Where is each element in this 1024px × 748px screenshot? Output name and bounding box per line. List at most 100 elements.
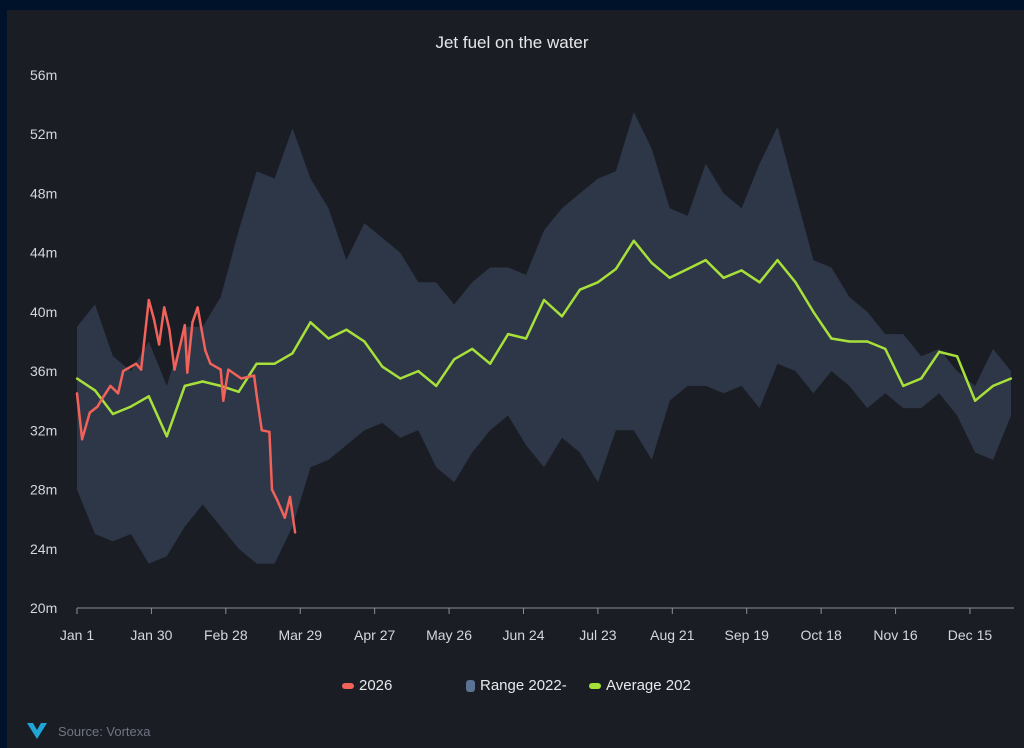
data-point-average	[399, 377, 402, 380]
data-point-2026	[260, 429, 263, 432]
data-point-2026	[219, 368, 222, 371]
data-point-average	[129, 405, 133, 408]
data-point-2026	[222, 399, 225, 402]
data-point-2026	[173, 368, 176, 371]
source-text: Source: Vortexa	[58, 723, 151, 739]
data-point-2026	[255, 393, 258, 396]
data-point-average	[488, 362, 492, 365]
data-point-average	[273, 362, 276, 365]
data-point-average	[596, 281, 600, 284]
data-point-2026	[134, 362, 138, 365]
data-point-2026	[139, 368, 143, 371]
data-point-average	[506, 332, 510, 336]
data-point-average	[758, 281, 761, 284]
data-point-2026	[191, 321, 194, 324]
data-point-average	[111, 412, 115, 416]
x-axis: Jan 1 Jan 30 Feb 28 Mar 29 Apr 27 May 26 Jun 2…	[60, 608, 992, 643]
data-point-average	[327, 337, 330, 340]
vortexa-logo-icon	[27, 723, 47, 739]
data-point-average	[147, 395, 151, 398]
data-point-2026	[268, 430, 271, 434]
data-point-2026	[80, 438, 84, 441]
data-point-2026	[240, 377, 243, 380]
data-point-average	[830, 337, 833, 340]
x-tick-label: Jun 24	[502, 627, 544, 643]
x-tick-label: Jan 30	[130, 627, 172, 643]
data-point-2026	[252, 374, 256, 377]
y-tick-label: 40m	[30, 304, 57, 320]
data-point-2026	[75, 392, 79, 395]
y-tick-label: 24m	[30, 541, 57, 557]
legend: 2026 Range 2022- Average 202	[0, 677, 1024, 697]
x-tick-label: Sep 19	[725, 627, 770, 643]
x-tick-label: May 26	[426, 627, 472, 643]
x-tick-label: Oct 18	[801, 627, 842, 643]
data-point-average	[920, 377, 923, 380]
data-point-2026	[152, 318, 156, 321]
data-point-2026	[88, 411, 92, 414]
legend-label-range: Range 2022-	[480, 677, 567, 694]
source-credit: Source: Vortexa	[26, 722, 151, 740]
data-point-average	[237, 390, 240, 394]
data-point-average	[470, 347, 474, 351]
legend-item-2026[interactable]: 2026	[342, 677, 392, 694]
data-point-average	[973, 399, 977, 402]
data-point-2026	[209, 362, 212, 365]
range-layer	[77, 112, 1011, 564]
data-point-average	[93, 389, 97, 392]
legend-item-average[interactable]: Average 202	[589, 677, 691, 694]
data-point-2026	[96, 405, 99, 408]
data-point-average	[812, 310, 815, 314]
y-tick-label: 44m	[30, 245, 57, 261]
legend-swatch-range	[466, 679, 475, 692]
data-point-2026	[116, 392, 120, 395]
data-point-average	[704, 258, 707, 262]
data-point-2026	[293, 531, 297, 534]
data-point-average	[794, 281, 797, 284]
data-point-average	[524, 337, 528, 340]
data-point-2026	[147, 298, 151, 302]
y-axis: 20m 24m 28m 32m 36m 40m 44m 48m 52m 56m	[30, 67, 57, 616]
data-point-average	[542, 298, 546, 302]
y-tick-label: 28m	[30, 482, 57, 498]
y-tick-label: 48m	[30, 185, 57, 201]
y-tick-label: 36m	[30, 363, 57, 379]
x-tick-label: Nov 16	[873, 627, 918, 643]
data-point-average	[632, 239, 636, 243]
chart-title: Jet fuel on the water	[435, 33, 589, 52]
data-point-average	[201, 380, 204, 383]
data-point-average	[614, 267, 618, 271]
data-point-average	[453, 358, 456, 361]
data-point-2026	[270, 488, 274, 491]
x-tick-label: Feb 28	[204, 627, 248, 643]
data-point-average	[776, 258, 779, 262]
y-tick-label: 56m	[30, 67, 57, 83]
data-point-average	[435, 384, 438, 388]
data-point-2026	[109, 384, 112, 388]
legend-item-range[interactable]: Range 2022-	[466, 677, 567, 694]
y-tick-label: 32m	[30, 422, 57, 438]
data-point-2026	[196, 306, 199, 309]
data-point-average	[686, 267, 689, 271]
data-point-average	[902, 384, 905, 388]
data-point-average	[740, 269, 743, 272]
data-point-2026	[183, 324, 186, 327]
x-tick-label: Apr 27	[354, 627, 395, 643]
x-tick-label: Jul 23	[579, 627, 617, 643]
data-point-2026	[157, 343, 161, 346]
data-point-average	[650, 261, 653, 265]
data-point-average	[722, 276, 725, 280]
data-point-average	[578, 288, 582, 291]
legend-label-average: Average 202	[606, 677, 691, 694]
data-point-average	[417, 369, 420, 373]
data-point-average	[937, 350, 941, 354]
data-point-2026	[163, 306, 166, 309]
data-point-average	[1009, 377, 1013, 380]
range-band	[77, 112, 1011, 564]
x-tick-label: Mar 29	[278, 627, 322, 643]
y-tick-label: 52m	[30, 126, 57, 142]
data-point-average	[183, 384, 186, 388]
legend-swatch-average	[589, 682, 601, 689]
data-point-average	[560, 315, 564, 318]
